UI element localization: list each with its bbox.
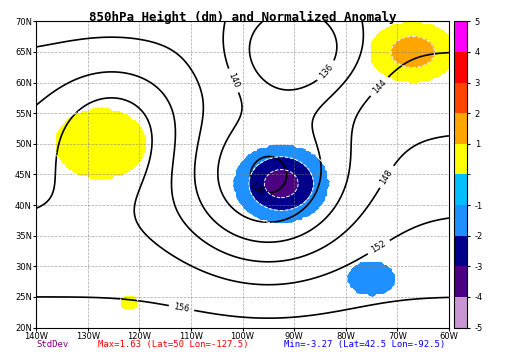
Text: Min=-3.27 (Lat=42.5 Lon=-92.5): Min=-3.27 (Lat=42.5 Lon=-92.5) — [284, 340, 445, 349]
Text: 156: 156 — [173, 302, 190, 314]
Text: 140: 140 — [226, 72, 240, 90]
Text: 144: 144 — [370, 78, 388, 95]
Text: 136: 136 — [318, 62, 335, 80]
Text: StdDev: StdDev — [36, 340, 68, 349]
Text: Max=1.63 (Lat=50 Lon=-127.5): Max=1.63 (Lat=50 Lon=-127.5) — [98, 340, 249, 349]
Text: 850hPa Height (dm) and Normalized Anomaly: 850hPa Height (dm) and Normalized Anomal… — [89, 11, 396, 24]
Text: 136: 136 — [248, 180, 266, 197]
Text: 152: 152 — [370, 239, 388, 255]
Text: 148: 148 — [379, 168, 395, 186]
